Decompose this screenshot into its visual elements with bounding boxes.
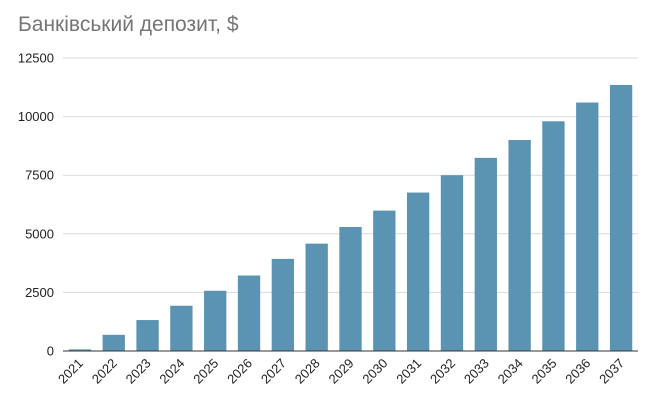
bar-2037 — [609, 84, 633, 352]
x-tick-label: 2032 — [427, 356, 458, 387]
gridlines — [63, 57, 638, 293]
x-tick-label: 2022 — [89, 356, 120, 387]
bar-2031 — [406, 192, 430, 351]
bar-2033 — [474, 157, 497, 351]
x-tick-label: 2021 — [55, 356, 86, 387]
x-tick-label: 2029 — [326, 356, 357, 387]
chart-title: Банківський депозит, $ — [18, 13, 239, 36]
x-axis-ticks: 2021 2022 2023 2024 2025 2026 2027 2028 2029 2030… — [55, 356, 627, 387]
bar-2030 — [373, 210, 396, 351]
bar-2034 — [508, 140, 531, 351]
x-tick-label: 2034 — [495, 356, 526, 387]
y-axis-ticks: 0 2500 5000 7500 10000 12500 — [18, 51, 54, 359]
x-tick-label: 2024 — [156, 356, 187, 387]
bar-2032 — [440, 175, 464, 351]
x-tick-label: 2033 — [461, 356, 492, 387]
x-tick-label: 2030 — [359, 356, 390, 387]
bar-2036 — [576, 102, 599, 351]
y-tick-label: 2500 — [25, 285, 54, 300]
y-tick-label: 7500 — [25, 168, 54, 183]
x-tick-label: 2028 — [292, 356, 323, 387]
x-tick-label: 2031 — [393, 356, 424, 387]
bar-2029 — [339, 227, 362, 351]
x-tick-label: 2025 — [190, 356, 221, 387]
x-tick-label: 2037 — [596, 356, 627, 387]
bars — [68, 84, 633, 352]
bar-2026 — [237, 275, 261, 351]
y-tick-label: 5000 — [25, 226, 54, 241]
bar-2022 — [102, 334, 125, 351]
bar-2028 — [305, 243, 328, 351]
y-tick-label: 0 — [47, 344, 54, 359]
x-tick-label: 2026 — [224, 356, 255, 387]
x-tick-label: 2027 — [258, 356, 289, 387]
x-tick-label: 2035 — [529, 356, 560, 387]
x-tick-label: 2023 — [123, 356, 154, 387]
bar-2023 — [136, 320, 159, 351]
bar-2024 — [170, 305, 193, 351]
bar-2035 — [542, 121, 565, 352]
x-tick-label: 2036 — [562, 356, 593, 387]
bar-2027 — [271, 258, 295, 351]
bar-2021 — [68, 349, 92, 351]
bar-2025 — [204, 290, 227, 351]
y-tick-label: 10000 — [18, 109, 54, 124]
y-tick-label: 12500 — [18, 51, 54, 66]
